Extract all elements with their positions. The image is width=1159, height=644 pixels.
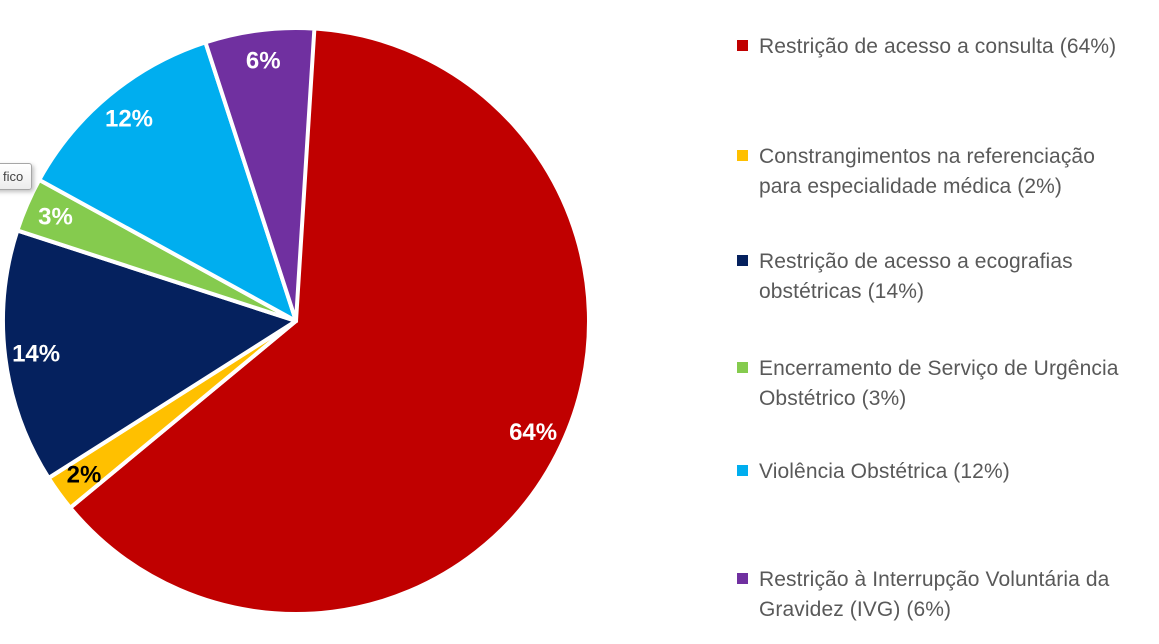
- hover-tooltip-text: fico: [3, 169, 24, 184]
- legend-label-line: Violência Obstétrica (12%): [759, 460, 1010, 483]
- legend-label: Restrição de acesso a consulta (64%): [759, 32, 1116, 62]
- legend-swatch-icon: [737, 573, 748, 584]
- legend-swatch-icon: [737, 150, 748, 161]
- legend-label: Encerramento de Serviço de Urgência Obsté…: [759, 354, 1119, 414]
- chart-legend: Restrição de acesso a consulta (64%) Cons…: [737, 0, 1157, 644]
- legend-label-line: Constrangimentos na referenciação: [759, 145, 1095, 168]
- slice-percent-label-4: 12%: [105, 106, 153, 133]
- pie-chart-plot-area: 64% 2% 14% 3% 12% 6%: [1, 26, 591, 616]
- legend-label-line: Gravidez (IVG) (6%): [759, 598, 952, 621]
- legend-swatch-icon: [737, 255, 748, 266]
- slice-percent-label-2: 14%: [12, 340, 60, 367]
- legend-item-4[interactable]: Violência Obstétrica (12%): [737, 457, 1010, 487]
- legend-label: Constrangimentos na referenciação para es…: [759, 142, 1095, 202]
- slice-percent-label-3: 3%: [38, 203, 73, 230]
- legend-label: Violência Obstétrica (12%): [759, 457, 1010, 487]
- hover-tooltip: fico: [0, 163, 33, 190]
- legend-item-2[interactable]: Restrição de acesso a ecografias obstétri…: [737, 247, 1073, 307]
- legend-label-line: Restrição à Interrupção Voluntária da: [759, 568, 1110, 591]
- pie-slice-5[interactable]: [203, 26, 317, 323]
- legend-swatch-icon: [737, 362, 748, 373]
- pie-chart: 64% 2% 14% 3% 12% 6%: [1, 26, 591, 616]
- slice-percent-label-0: 64%: [509, 419, 557, 446]
- legend-label-line: Restrição de acesso a consulta (64%): [759, 35, 1117, 58]
- legend-label-line: obstétricas (14%): [759, 280, 925, 303]
- legend-label: Restrição à Interrupção Voluntária da Gra…: [759, 565, 1109, 625]
- legend-label: Restrição de acesso a ecografias obstétri…: [759, 247, 1073, 307]
- legend-item-0[interactable]: Restrição de acesso a consulta (64%): [737, 32, 1116, 62]
- legend-label-line: para especialidade médica (2%): [759, 175, 1062, 198]
- pie-slice-4[interactable]: [37, 40, 298, 323]
- pie-slice-2[interactable]: [1, 228, 298, 480]
- legend-swatch-icon: [737, 40, 748, 51]
- slice-percent-label-1: 2%: [67, 462, 102, 489]
- legend-item-1[interactable]: Constrangimentos na referenciação para es…: [737, 142, 1095, 202]
- legend-label-line: Obstétrico (3%): [759, 387, 907, 410]
- legend-item-5[interactable]: Restrição à Interrupção Voluntária da Gra…: [737, 565, 1109, 625]
- slice-percent-label-5: 6%: [246, 48, 281, 75]
- legend-label-line: Restrição de acesso a ecografias: [759, 250, 1073, 273]
- pie-slice-0[interactable]: [68, 26, 591, 616]
- legend-label-line: Encerramento de Serviço de Urgência: [759, 357, 1119, 380]
- legend-swatch-icon: [737, 465, 748, 476]
- legend-item-3[interactable]: Encerramento de Serviço de Urgência Obsté…: [737, 354, 1119, 414]
